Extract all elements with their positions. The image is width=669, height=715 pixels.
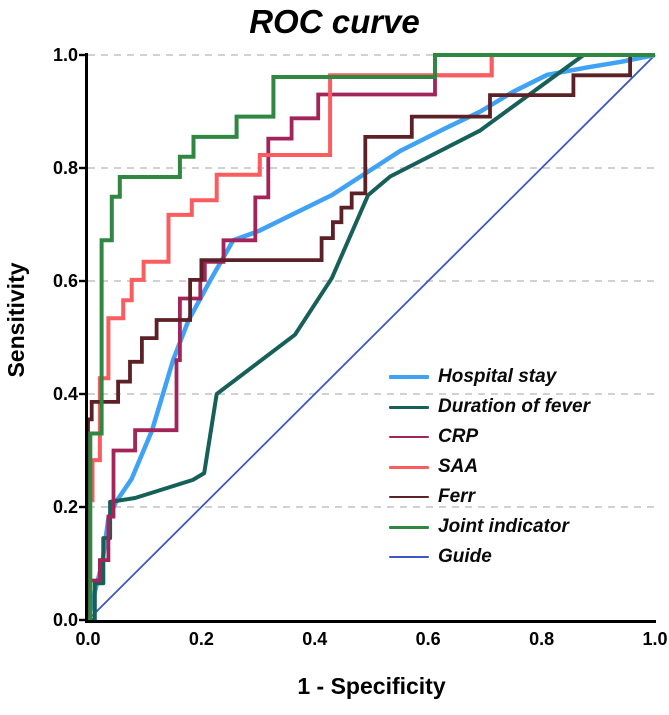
legend-label: Joint indicator	[438, 516, 569, 537]
y-tick-label-1.0: 1.0	[52, 45, 78, 65]
legend-item-ferr: Ferr	[389, 482, 590, 512]
y-tick-label-0.6: 0.6	[52, 271, 78, 291]
legend-swatch-icon	[389, 405, 429, 409]
roc-curve-crp	[86, 53, 655, 620]
legend-label: Guide	[438, 546, 492, 567]
roc-curves-layer	[85, 52, 656, 622]
legend-swatch-icon	[389, 375, 429, 379]
legend-item-hospital-stay: Hospital stay	[389, 362, 590, 392]
x-tick-label-0.4: 0.4	[302, 629, 328, 649]
legend-label: SAA	[438, 456, 479, 477]
legend-label: CRP	[438, 426, 479, 447]
x-tick-label-0.0: 0.0	[75, 629, 101, 649]
legend-label: Hospital stay	[438, 366, 557, 387]
legend-label: Duration of fever	[438, 396, 591, 417]
legend-swatch-icon	[389, 525, 429, 529]
legend-item-crp: CRP	[389, 422, 590, 452]
x-axis-title: 1 - Specificity	[297, 673, 446, 699]
legend: Hospital stay Duration of fever CRP SAA Ferr…	[389, 362, 590, 572]
legend-label: Ferr	[438, 486, 475, 507]
axes-layer	[79, 53, 656, 623]
y-tick-label-0.0: 0.0	[52, 610, 78, 630]
roc-curve-ferr	[86, 53, 655, 620]
y-tick-label-0.4: 0.4	[52, 384, 78, 404]
legend-item-guide: Guide	[389, 542, 590, 572]
legend-swatch-icon	[389, 556, 429, 558]
chart-title: ROC curve	[249, 3, 420, 40]
roc-curve-duration-of-fever	[88, 53, 655, 622]
legend-item-duration-of-fever: Duration of fever	[389, 392, 590, 422]
x-tick-label-0.2: 0.2	[188, 629, 214, 649]
roc-curve-guide	[87, 54, 656, 621]
legend-swatch-icon	[389, 435, 429, 439]
legend-swatch-icon	[389, 495, 429, 499]
y-tick-label-0.8: 0.8	[52, 158, 78, 178]
roc-curve-joint-indicator	[88, 53, 655, 622]
legend-swatch-icon	[389, 465, 429, 469]
x-tick-label-0.8: 0.8	[529, 629, 555, 649]
y-tick-label-0.2: 0.2	[52, 497, 78, 517]
legend-item-joint-indicator: Joint indicator	[389, 512, 590, 542]
legend-item-saa: SAA	[389, 452, 590, 482]
x-tick-label-1.0: 1.0	[642, 629, 668, 649]
x-tick-label-0.6: 0.6	[415, 629, 441, 649]
y-axis-title: Sensitivity	[3, 262, 29, 378]
